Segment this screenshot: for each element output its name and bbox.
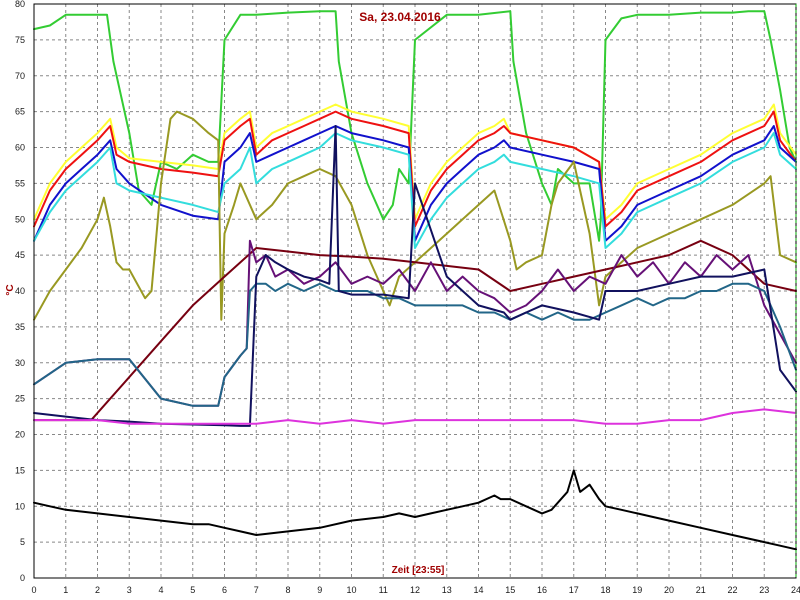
series-line-12 [33, 469, 797, 551]
x-tick-label: 7 [254, 585, 259, 595]
y-tick-label: 10 [15, 501, 25, 511]
x-tick-label: 21 [696, 585, 706, 595]
series-line-9 [33, 282, 797, 407]
series-line-7 [33, 239, 797, 422]
x-tick-label: 4 [158, 585, 163, 595]
x-tick-label: 15 [505, 585, 515, 595]
x-tick-label: 3 [127, 585, 132, 595]
x-tick-label: 0 [31, 585, 36, 595]
x-tick-label: 23 [759, 585, 769, 595]
x-tick-label: 12 [410, 585, 420, 595]
x-tick-label: 10 [346, 585, 356, 595]
series-line-5 [33, 132, 797, 249]
plot-frame [33, 3, 797, 579]
series-line-6 [33, 110, 797, 321]
x-tick-label: 14 [473, 585, 483, 595]
x-tick-label: 16 [537, 585, 547, 595]
y-tick-label: 75 [15, 35, 25, 45]
series-line-11 [33, 408, 797, 425]
y-tick-label: 60 [15, 143, 25, 153]
series-line-10 [33, 125, 797, 427]
y-tick-label: 30 [15, 358, 25, 368]
series-line-2 [33, 103, 797, 221]
x-tick-label: 17 [569, 585, 579, 595]
y-tick-label: 65 [15, 107, 25, 117]
y-tick-label: 35 [15, 322, 25, 332]
y-tick-label: 50 [15, 214, 25, 224]
x-axis-label: Zeit [23:55] [392, 565, 445, 576]
x-axis-ticks: 0 1 2 3 4 5 6 7 8 9 10 11 12 13 14 15 16 17 18 19 20 21 22 23 24 [31, 585, 800, 595]
series-line-4 [33, 125, 797, 242]
x-tick-label: 1 [63, 585, 68, 595]
y-tick-label: 0 [20, 573, 25, 583]
x-tick-label: 13 [442, 585, 452, 595]
y-tick-label: 45 [15, 250, 25, 260]
y-tick-label: 40 [15, 286, 25, 296]
x-tick-label: 24 [791, 585, 800, 595]
x-tick-label: 19 [632, 585, 642, 595]
x-tick-label: 20 [664, 585, 674, 595]
y-axis-ticks: 0 5 10 15 20 25 30 35 40 45 50 55 60 65 70 75 80 [15, 0, 25, 583]
y-tick-label: 25 [15, 394, 25, 404]
x-tick-label: 11 [379, 585, 388, 595]
y-tick-label: 20 [15, 430, 25, 440]
x-tick-label: 2 [95, 585, 100, 595]
x-tick-label: 8 [285, 585, 290, 595]
y-tick-label: 80 [15, 0, 25, 9]
chart-title: Sa, 23.04.2016 [359, 10, 441, 24]
y-tick-label: 55 [15, 178, 25, 188]
y-tick-label: 70 [15, 71, 25, 81]
y-axis-label: °C [5, 284, 16, 295]
x-tick-label: 6 [222, 585, 227, 595]
x-tick-label: 9 [317, 585, 322, 595]
x-tick-label: 5 [190, 585, 195, 595]
series-group [33, 10, 797, 551]
x-tick-label: 18 [600, 585, 610, 595]
series-line-1 [33, 10, 797, 242]
x-tick-label: 22 [727, 585, 737, 595]
y-tick-label: 5 [20, 537, 25, 547]
series-line-3 [33, 110, 797, 228]
y-tick-label: 15 [15, 465, 25, 475]
